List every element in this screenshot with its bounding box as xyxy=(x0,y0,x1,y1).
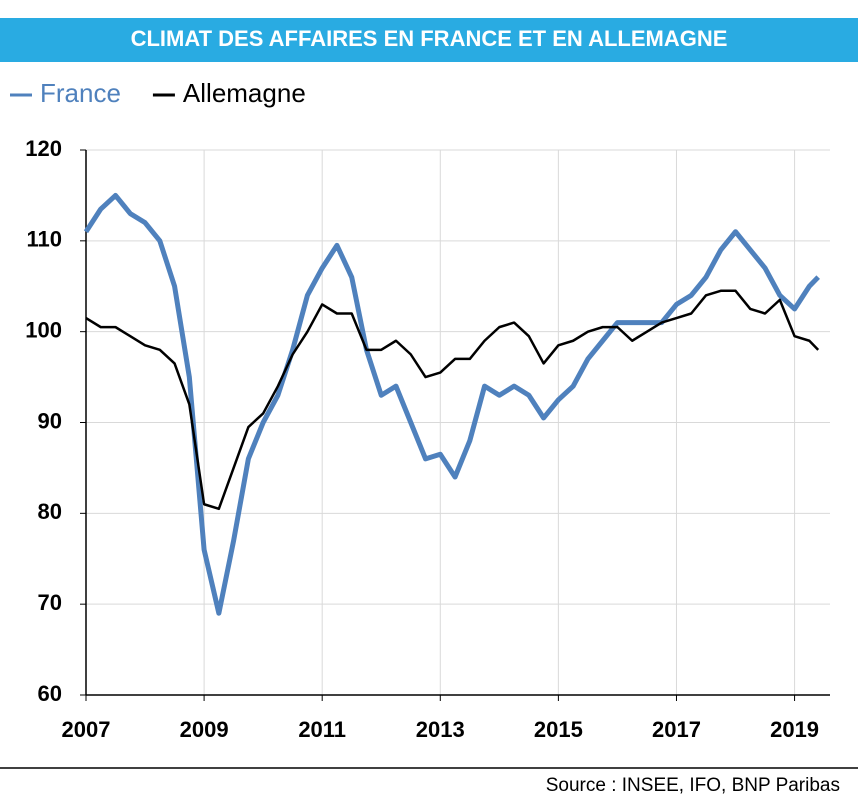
series-line xyxy=(85,289,820,511)
source: Source : INSEE, IFO, BNP Paribas xyxy=(546,775,840,796)
y-tick-label: 110 xyxy=(27,227,63,252)
x-tick-label: 2011 xyxy=(298,717,346,742)
y-tick-label: 70 xyxy=(38,590,62,615)
x-tick-label: 2013 xyxy=(416,717,465,742)
legend-label: France xyxy=(40,78,121,108)
legend-label: Allemagne xyxy=(183,78,306,108)
x-tick-label: 2019 xyxy=(770,717,819,742)
chart-title: CLIMAT DES AFFAIRES EN FRANCE ET EN ALLE… xyxy=(131,26,728,51)
y-tick-label: 90 xyxy=(38,408,62,433)
y-tick-label: 80 xyxy=(38,499,62,524)
series-line xyxy=(83,192,820,616)
title-bar xyxy=(0,18,858,62)
y-tick-label: 100 xyxy=(25,317,62,342)
y-tick-label: 60 xyxy=(38,681,62,706)
y-tick-label: 120 xyxy=(25,136,62,161)
x-tick-label: 2017 xyxy=(652,717,701,742)
x-tick-label: 2007 xyxy=(62,717,111,742)
x-tick-label: 2009 xyxy=(180,717,229,742)
x-tick-label: 2015 xyxy=(534,717,583,742)
